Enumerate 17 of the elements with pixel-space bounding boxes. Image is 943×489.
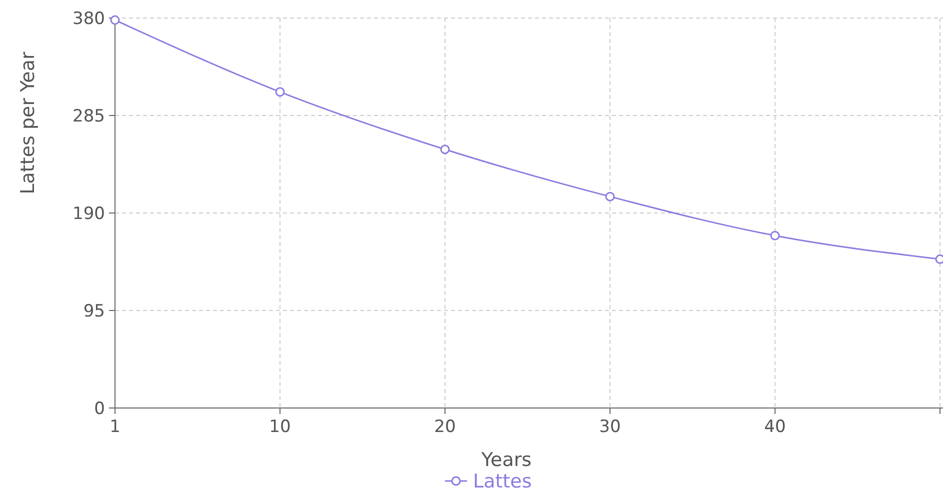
- y-tick-label: 380: [72, 8, 105, 29]
- y-axis-title: Lattes per Year: [17, 52, 39, 194]
- y-tick-label: 0: [94, 398, 105, 419]
- x-axis-title: Years: [480, 449, 532, 471]
- y-tick-label: 190: [72, 204, 105, 224]
- y-tick-label: 95: [83, 301, 105, 322]
- x-tick-label: 30: [599, 417, 621, 437]
- x-tick-label: 40: [764, 417, 786, 437]
- y-tick-label: 285: [72, 106, 105, 126]
- point: [770, 230, 780, 240]
- point: [605, 192, 615, 202]
- point: [440, 144, 450, 154]
- x-tick-label: 1: [110, 417, 120, 437]
- legend-label: Lattes: [473, 470, 532, 489]
- x-tick-label: 10: [269, 417, 291, 437]
- point: [275, 87, 285, 97]
- x-tick-label: 20: [434, 417, 456, 437]
